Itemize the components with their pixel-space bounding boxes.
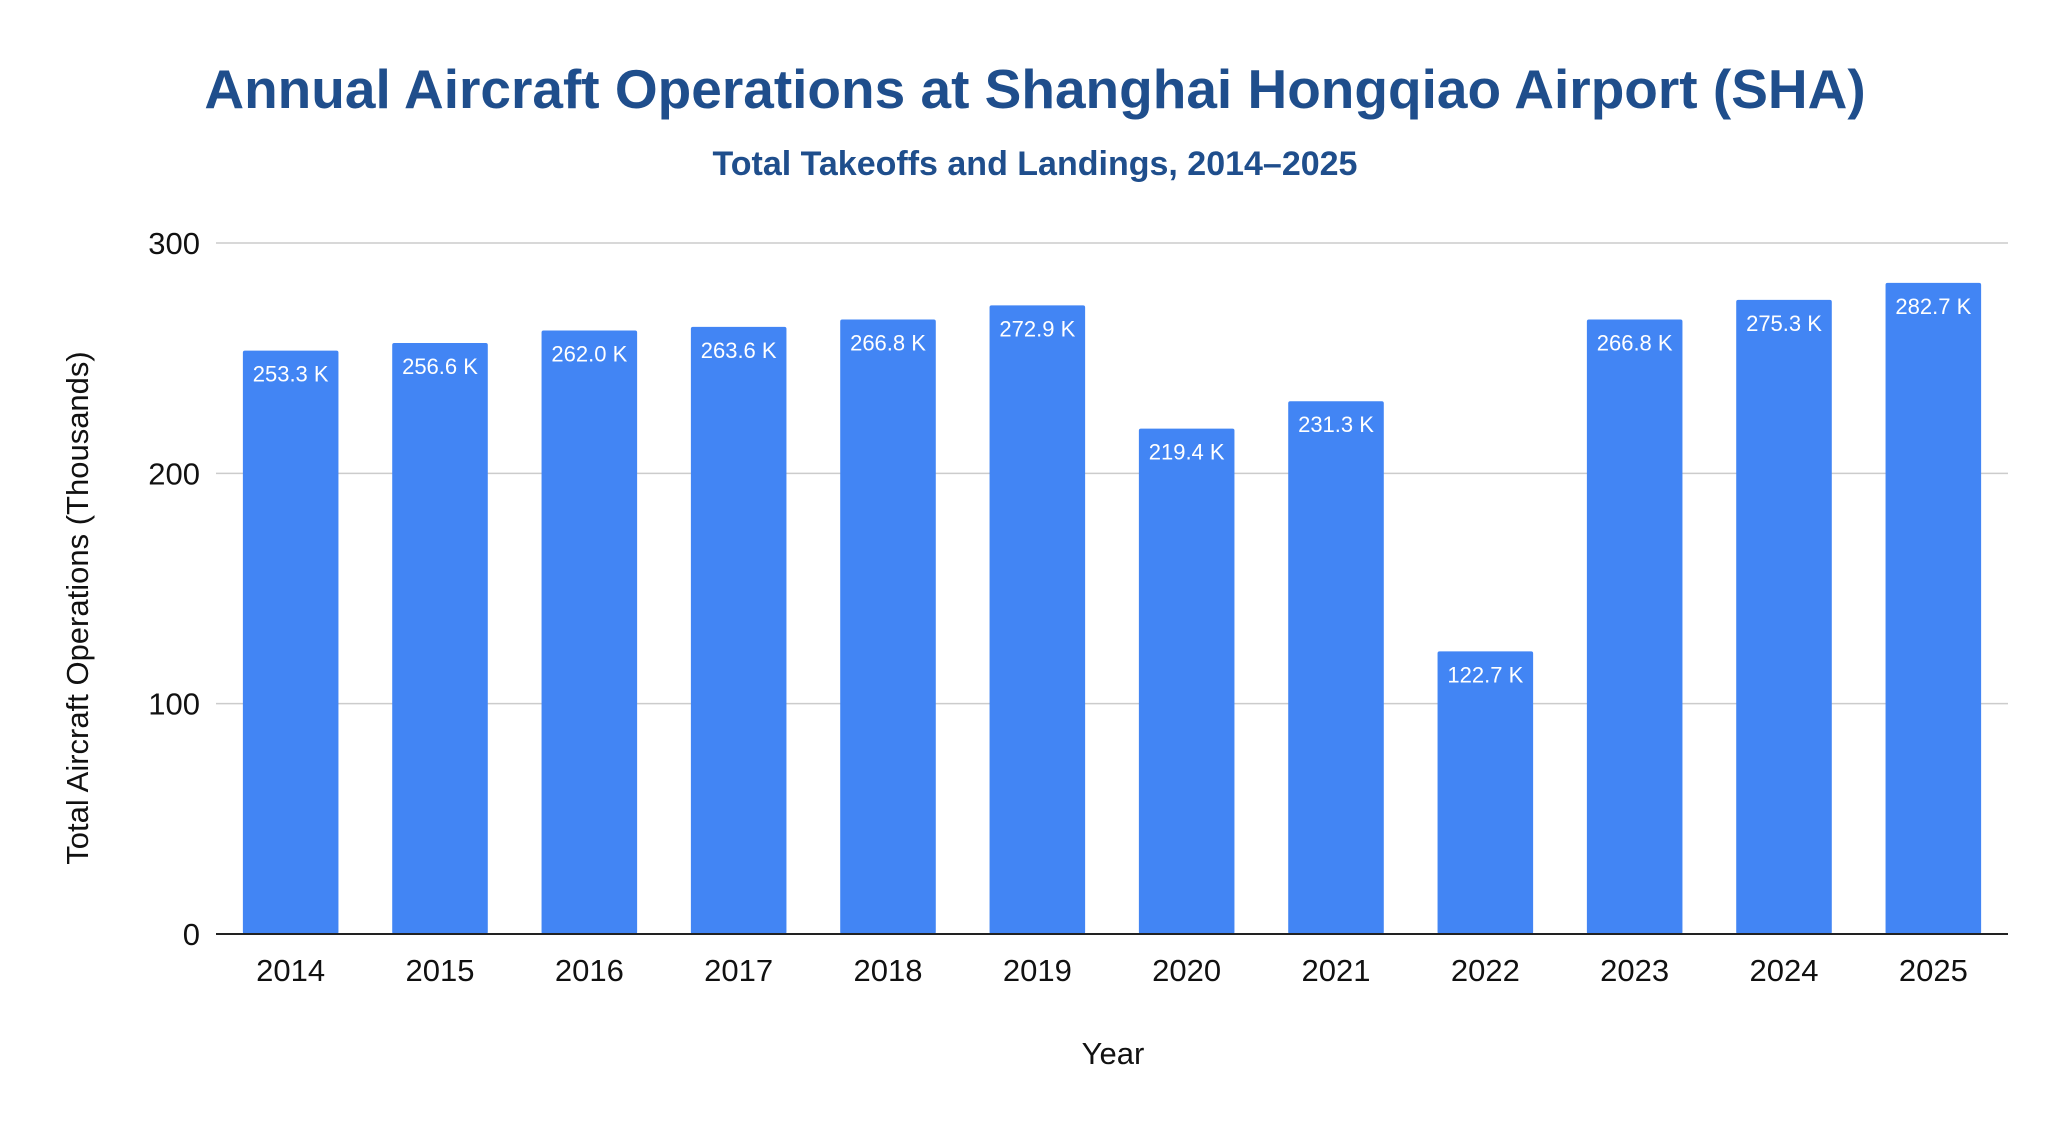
y-axis-ticks: 0 100 200 300 xyxy=(148,226,200,952)
x-tick-label: 2018 xyxy=(854,953,923,988)
bar-2018 xyxy=(840,319,936,934)
bar-2023 xyxy=(1586,319,1683,934)
y-tick-label: 0 xyxy=(183,917,200,952)
gridlines xyxy=(216,242,2008,705)
x-tick-label: 2015 xyxy=(406,953,475,988)
y-tick-label: 100 xyxy=(148,687,200,722)
y-tick-label: 200 xyxy=(148,456,200,491)
bar-value-label: 253.3 K xyxy=(253,362,329,387)
bar-2015 xyxy=(392,342,488,934)
x-axis-label: Year xyxy=(1082,1036,1145,1071)
x-tick-label: 2022 xyxy=(1451,953,1520,988)
bar-2017 xyxy=(690,326,787,935)
bar-2014 xyxy=(242,350,339,934)
bar-value-label: 256.6 K xyxy=(402,354,478,379)
bar-value-label: 282.7 K xyxy=(1895,294,1971,319)
bar-value-label: 231.3 K xyxy=(1298,412,1374,437)
bar-2020 xyxy=(1138,428,1235,934)
x-tick-label: 2020 xyxy=(1152,953,1221,988)
chart-title: Annual Aircraft Operations at Shanghai H… xyxy=(204,58,1865,120)
y-tick-label: 300 xyxy=(148,226,200,261)
bar-2021 xyxy=(1288,401,1384,934)
x-tick-label: 2014 xyxy=(256,953,325,988)
bar-2025 xyxy=(1885,282,1982,934)
bar-value-label: 266.8 K xyxy=(1597,330,1673,355)
x-tick-label: 2017 xyxy=(704,953,773,988)
x-tick-label: 2021 xyxy=(1302,953,1371,988)
x-axis-ticks: 2014 2015 2016 2017 2018 2019 2020 2021 2022 2023… xyxy=(256,953,1968,988)
data-labels: 253.3 K 256.6 K 262.0 K 263.6 K 266.8 K 272.9… xyxy=(253,294,1972,688)
x-tick-label: 2023 xyxy=(1600,953,1669,988)
bar-value-label: 263.6 K xyxy=(701,338,777,363)
bar-value-label: 219.4 K xyxy=(1149,440,1225,465)
x-tick-label: 2019 xyxy=(1003,953,1072,988)
bar-value-label: 122.7 K xyxy=(1447,662,1523,687)
x-tick-label: 2025 xyxy=(1899,953,1968,988)
bar-2016 xyxy=(541,330,638,934)
x-tick-label: 2016 xyxy=(555,953,624,988)
bar-value-label: 262.0 K xyxy=(551,342,627,367)
bar-value-label: 275.3 K xyxy=(1746,311,1822,336)
bar-value-label: 272.9 K xyxy=(999,316,1075,341)
bar-2019 xyxy=(989,305,1086,935)
bar-2024 xyxy=(1736,299,1832,934)
chart-subtitle: Total Takeoffs and Landings, 2014–2025 xyxy=(713,145,1358,183)
bar-value-label: 266.8 K xyxy=(850,330,926,355)
x-tick-label: 2024 xyxy=(1750,953,1819,988)
bars xyxy=(242,282,1982,935)
bar-2022 xyxy=(1437,651,1534,934)
y-axis-label: Total Aircraft Operations (Thousands) xyxy=(60,351,95,864)
